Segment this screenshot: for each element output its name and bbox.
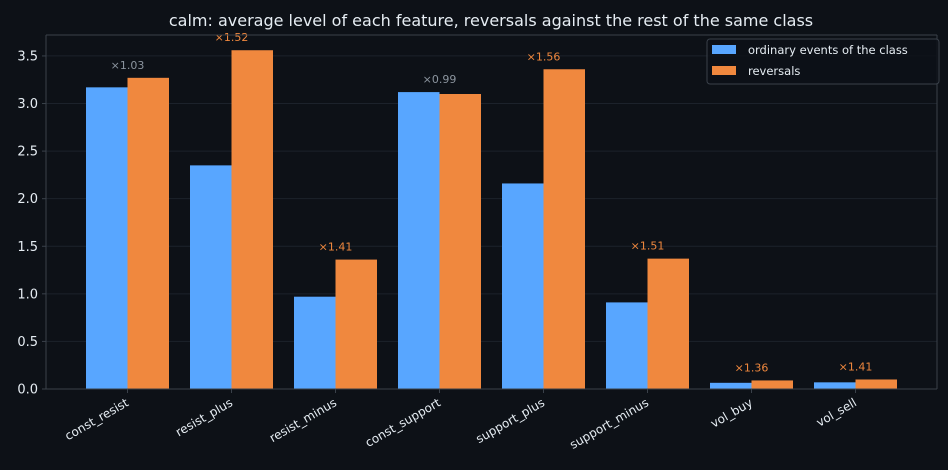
- bar-ordinary-support_plus: [502, 183, 544, 389]
- bar-reversals-const_support: [439, 94, 481, 389]
- legend-swatch-reversals: [712, 66, 736, 75]
- bar-ordinary-resist_minus: [294, 296, 336, 389]
- bar-ordinary-const_resist: [86, 87, 128, 389]
- chart-title: calm: average level of each feature, rev…: [169, 11, 813, 30]
- x-tick-label-support_minus: support_minus: [567, 395, 651, 451]
- y-tick-label: 2.0: [17, 192, 38, 207]
- y-tick-label: 1.0: [17, 287, 38, 302]
- bar-reversals-resist_plus: [231, 50, 273, 390]
- x-tick-label-const_resist: const_resist: [62, 395, 131, 443]
- x-tick-label-vol_sell: vol_sell: [814, 395, 859, 429]
- legend-label-reversals: reversals: [748, 64, 800, 78]
- ratio-label-const_support: ×0.99: [423, 73, 457, 86]
- bar-reversals-const_resist: [127, 77, 169, 390]
- ratio-label-support_plus: ×1.56: [527, 50, 561, 63]
- bar-ordinary-support_minus: [606, 302, 648, 389]
- legend-label-ordinary: ordinary events of the class: [748, 43, 908, 57]
- bar-reversals-vol_sell: [855, 379, 897, 389]
- y-tick-label: 2.5: [17, 145, 38, 160]
- legend: ordinary events of the class reversals: [706, 38, 940, 85]
- ratio-label-resist_plus: ×1.52: [215, 31, 249, 44]
- legend-box: [706, 38, 940, 85]
- y-tick-label: 3.5: [17, 49, 38, 64]
- x-tick-label-resist_minus: resist_minus: [267, 395, 339, 445]
- bar-reversals-vol_buy: [751, 380, 793, 389]
- ratio-label-const_resist: ×1.03: [111, 59, 145, 72]
- ratio-label-resist_minus: ×1.41: [319, 241, 353, 254]
- legend-swatch-ordinary: [712, 45, 736, 54]
- ratio-label-support_minus: ×1.51: [631, 240, 665, 253]
- x-tick-label-const_support: const_support: [363, 395, 443, 450]
- y-tick-label: 1.5: [17, 240, 38, 255]
- bar-ordinary-resist_plus: [190, 165, 232, 389]
- y-tick-label: 0.0: [17, 383, 38, 398]
- x-tick-label-vol_buy: vol_buy: [708, 395, 755, 430]
- ratio-label-vol_sell: ×1.41: [839, 360, 873, 373]
- bar-reversals-resist_minus: [335, 259, 377, 389]
- bar-reversals-support_minus: [647, 258, 689, 389]
- bar-reversals-support_plus: [543, 69, 585, 390]
- bar-ordinary-const_support: [398, 92, 440, 389]
- bars: [86, 50, 897, 390]
- x-tick-label-support_plus: support_plus: [473, 395, 547, 446]
- bar-ordinary-vol_buy: [710, 382, 752, 389]
- y-tick-label: 3.0: [17, 97, 38, 112]
- x-tick-label-resist_plus: resist_plus: [173, 395, 235, 439]
- ratio-label-vol_buy: ×1.36: [735, 361, 769, 374]
- ratio-annotations: ×1.03 ×1.52 ×1.41 ×0.99 ×1.56 ×1.51 ×1.36 ×1.41: [111, 31, 873, 374]
- bar-ordinary-vol_sell: [814, 382, 856, 389]
- y-tick-label: 0.5: [17, 335, 38, 350]
- grid-lines: [46, 55, 937, 390]
